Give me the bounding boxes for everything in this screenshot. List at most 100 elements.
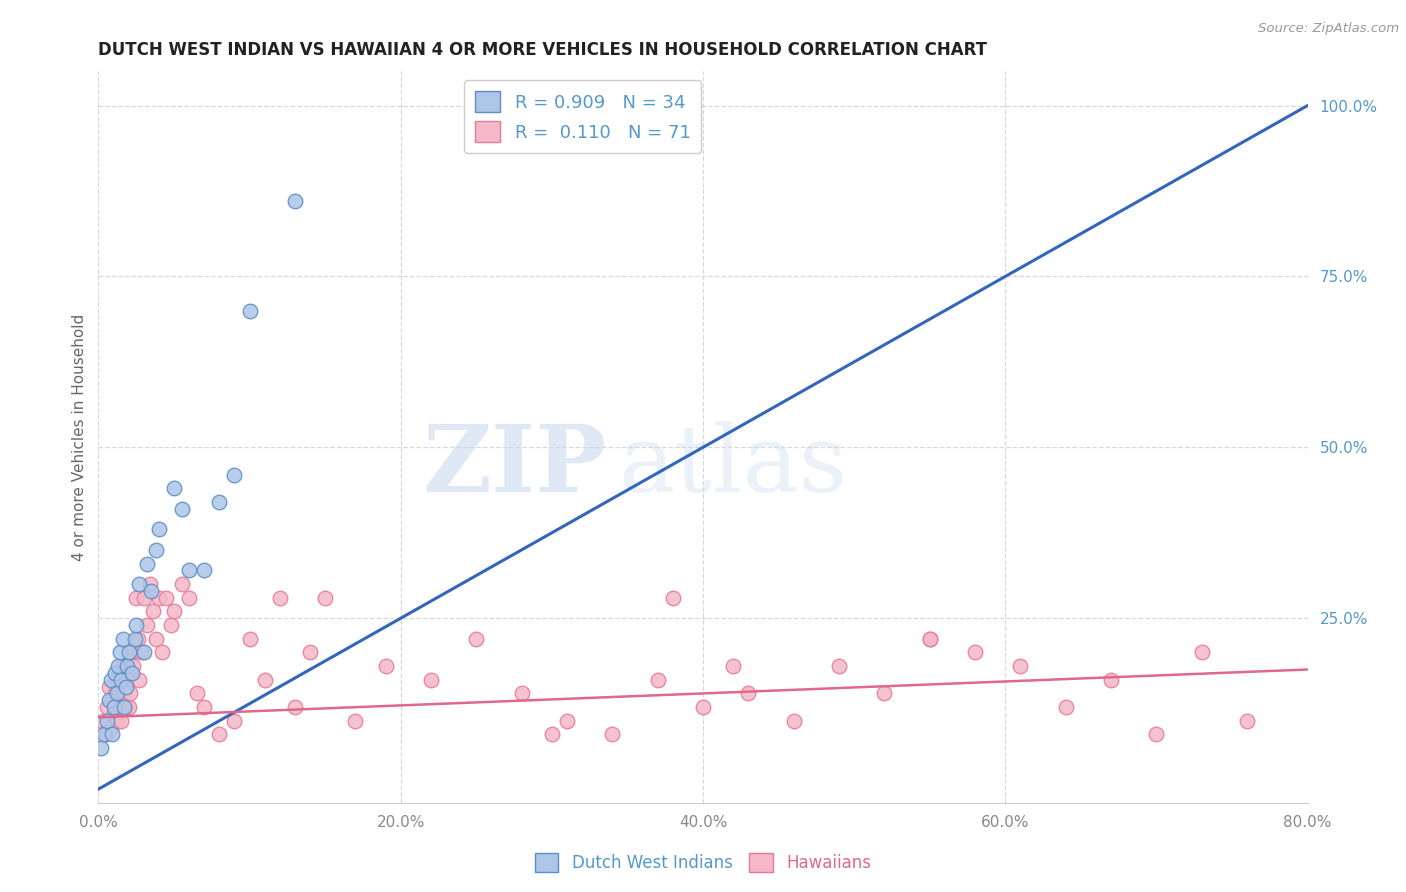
Point [269,591,291,605]
Point [374,659,396,673]
Point [510,686,533,700]
Point [555,714,578,728]
Point [111,632,134,646]
Point [142,604,165,618]
Text: Source: ZipAtlas.com: Source: ZipAtlas.com [1258,22,1399,36]
Point [299,645,322,659]
Point [125,591,148,605]
Point [420,673,443,687]
Point [918,632,941,646]
Point [90,741,112,756]
Point [103,700,125,714]
Point [284,194,307,209]
Point [104,686,127,700]
Point [94,727,117,741]
Point [139,577,162,591]
Point [93,727,115,741]
Text: DUTCH WEST INDIAN VS HAWAIIAN 4 OR MORE VEHICLES IN HOUSEHOLD CORRELATION CHART: DUTCH WEST INDIAN VS HAWAIIAN 4 OR MORE … [98,41,987,59]
Point [148,522,170,536]
Point [101,727,124,741]
Point [1191,645,1213,659]
Point [101,693,124,707]
Point [98,680,121,694]
Point [121,645,143,659]
Point [96,714,118,728]
Point [662,591,685,605]
Point [112,686,135,700]
Point [344,714,367,728]
Point [141,583,163,598]
Point [239,632,262,646]
Point [873,686,896,700]
Point [193,700,215,714]
Point [110,673,132,687]
Point [1236,714,1258,728]
Point [224,714,246,728]
Point [115,673,138,687]
Point [783,714,806,728]
Point [100,721,122,735]
Point [135,557,157,571]
Point [105,686,128,700]
Point [170,577,193,591]
Point [96,700,118,714]
Point [828,659,851,673]
Point [193,563,215,577]
Point [128,577,150,591]
Point [208,495,231,509]
Point [208,727,231,741]
Point [224,467,246,482]
Point [115,659,138,673]
Point [253,673,276,687]
Point [110,714,132,728]
Point [105,714,128,728]
Legend: Dutch West Indians, Hawaiians: Dutch West Indians, Hawaiians [529,846,877,879]
Point [127,632,149,646]
Text: ZIP: ZIP [422,421,606,511]
Point [108,645,131,659]
Point [647,673,669,687]
Point [100,673,122,687]
Point [111,659,134,673]
Point [1099,673,1122,687]
Point [91,714,114,728]
Point [98,693,121,707]
Point [918,632,941,646]
Point [186,686,208,700]
Point [465,632,488,646]
Point [737,686,759,700]
Point [148,591,170,605]
Point [107,673,129,687]
Point [108,700,131,714]
Point [107,659,129,673]
Point [1010,659,1032,673]
Point [129,645,152,659]
Point [602,727,624,741]
Point [163,604,186,618]
Text: atlas: atlas [619,421,848,511]
Point [145,542,167,557]
Point [179,591,201,605]
Point [118,645,141,659]
Point [135,618,157,632]
Point [145,632,167,646]
Point [124,632,146,646]
Point [150,645,173,659]
Point [112,700,135,714]
Point [965,645,987,659]
Point [314,591,336,605]
Point [125,618,148,632]
Point [104,665,127,680]
Point [284,700,307,714]
Point [155,591,177,605]
Point [540,727,562,741]
Point [132,591,155,605]
Point [114,700,136,714]
Point [1054,700,1077,714]
Point [128,673,150,687]
Point [120,686,142,700]
Point [179,563,201,577]
Point [121,665,143,680]
Point [163,481,186,495]
Point [118,700,141,714]
